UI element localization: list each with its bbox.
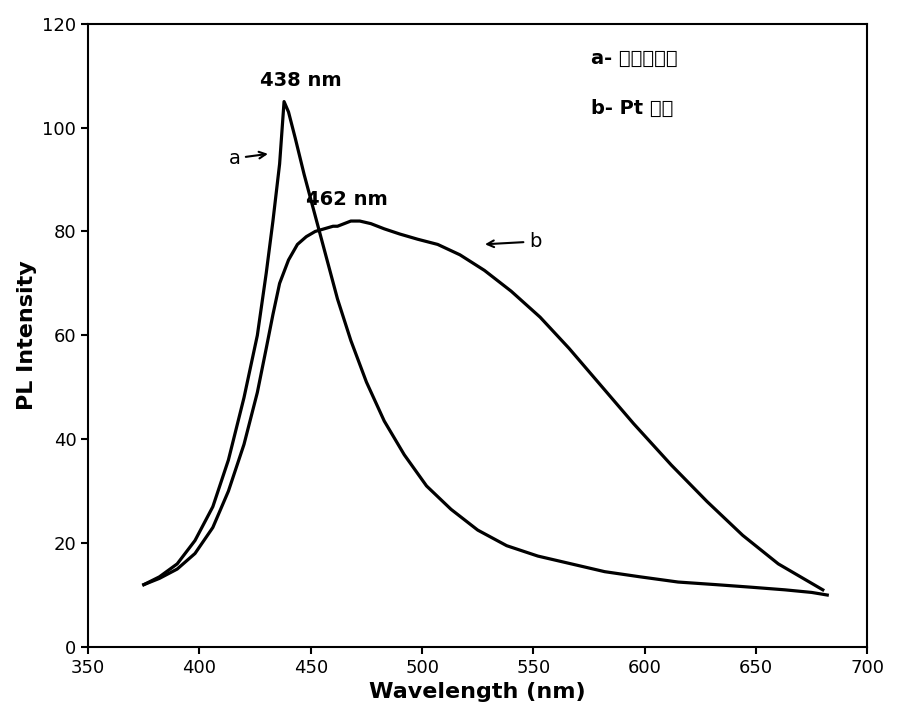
Y-axis label: PL Intensity: PL Intensity bbox=[16, 260, 37, 411]
X-axis label: Wavelength (nm): Wavelength (nm) bbox=[369, 682, 586, 702]
Text: a: a bbox=[229, 149, 266, 168]
Text: 438 nm: 438 nm bbox=[259, 71, 341, 90]
Text: a- 泡沫镁电极: a- 泡沫镁电极 bbox=[591, 49, 678, 68]
Text: 462 nm: 462 nm bbox=[306, 191, 388, 209]
Text: b: b bbox=[487, 232, 542, 251]
Text: b- Pt 电极: b- Pt 电极 bbox=[591, 99, 673, 117]
